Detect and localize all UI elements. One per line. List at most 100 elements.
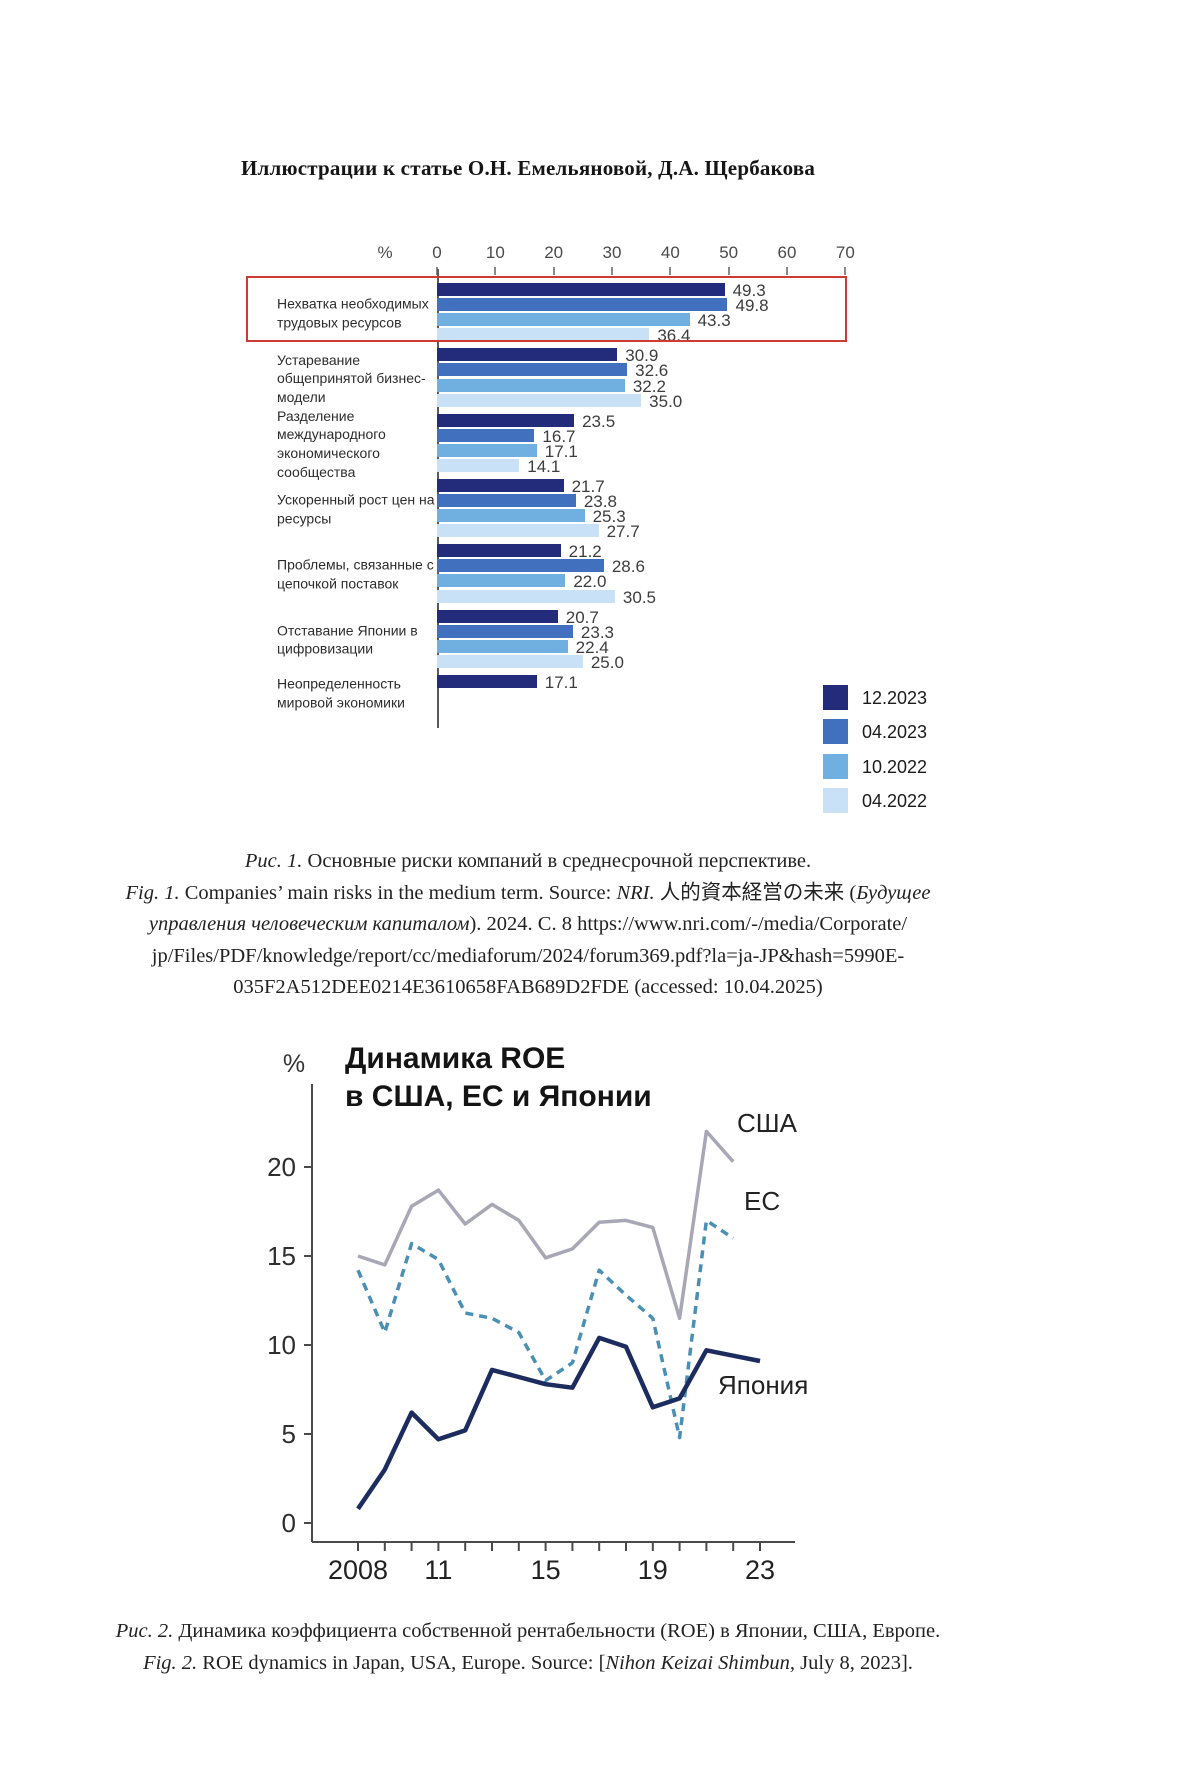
- x-axis-tick-label: 30: [602, 243, 622, 262]
- caption-segment: Fig. 2.: [143, 1651, 198, 1674]
- bar-value-label: 35.0: [649, 391, 683, 411]
- bar: [437, 458, 520, 472]
- series-line-США: [357, 1129, 735, 1321]
- bar-value-label: 23.3: [580, 622, 614, 642]
- caption-segment: ). 2024. С. 8 https://www.nri.com/-/medi…: [469, 913, 908, 936]
- bar: [437, 428, 535, 442]
- bar-value-label: 32.2: [632, 376, 666, 396]
- bar: [437, 609, 558, 623]
- y-axis-unit-label: %: [283, 1050, 305, 1078]
- legend-swatch: [823, 719, 848, 745]
- y-axis-tick-label: 5: [282, 1419, 296, 1449]
- fig2-caption: Рис. 2. Динамика коэффициента собственно…: [0, 1616, 1056, 1679]
- caption-line: Рис. 2. Динамика коэффициента собственно…: [0, 1616, 1056, 1648]
- caption-segment: July 8, 2023].: [795, 1651, 913, 1674]
- bar: [437, 494, 576, 507]
- fig1-caption: Рис. 1. Основные риски компаний в средне…: [0, 846, 1056, 1004]
- series-label: США: [737, 1108, 798, 1138]
- bar-value-label: 30.9: [625, 346, 659, 366]
- roe-line-chart: Динамика ROE в США, ЕС и Японии% 0 5 10 15 20 2…: [267, 1042, 808, 1585]
- series-label: Япония: [718, 1370, 808, 1400]
- y-axis-tick-label: 15: [267, 1241, 296, 1271]
- caption-segment: Рис. 2.: [115, 1620, 174, 1642]
- category-label: Проблемы, связанные с цепочкой поставок: [277, 556, 434, 592]
- bar: [437, 313, 690, 327]
- category-label: Неопределенность мировой экономики: [277, 675, 405, 710]
- bar-value-label: 22.0: [573, 572, 607, 592]
- caption-segment: Динамика коэффициента собственной рентаб…: [173, 1620, 941, 1642]
- series-label: ЕС: [744, 1186, 780, 1216]
- highlight-box: [246, 276, 847, 342]
- bar-value-label: 28.6: [611, 557, 645, 577]
- y-axis-tick-label: 10: [267, 1330, 296, 1360]
- bar-value-label: 17.1: [544, 672, 578, 692]
- bar: [437, 283, 725, 296]
- x-axis-tick-label: 19: [638, 1555, 668, 1585]
- x-axis-tick-label: 40: [660, 243, 680, 262]
- legend-label: 10.2022: [862, 756, 928, 777]
- caption-segment: Будущее: [856, 881, 931, 904]
- caption-line: Fig. 2. ROE dynamics in Japan, USA, Euro…: [0, 1648, 1056, 1680]
- caption-segment: jp/Files/PDF/knowledge/report/cc/mediafo…: [151, 944, 905, 967]
- bar: [437, 509, 585, 523]
- bar-value-label: 27.7: [606, 522, 640, 542]
- bar: [437, 443, 537, 457]
- x-axis-tick-label: 10: [485, 243, 505, 262]
- category-label: Разделение международного экономического…: [277, 407, 386, 480]
- caption-line: 035F2A512DEE0214E3610658FAB689D2FDE (acc…: [0, 972, 1056, 1004]
- category-label: Ускоренный рост цен на ресурсы: [277, 491, 435, 527]
- x-axis-tick-label: 50: [719, 243, 739, 262]
- x-axis-tick-label: 60: [777, 243, 797, 262]
- category-label: Нехватка необходимых трудовых ресурсов: [277, 295, 429, 331]
- legend-swatch: [823, 787, 848, 813]
- category-label: Отставание Японии в цифровизации: [277, 622, 418, 657]
- bar-value-label: 49.8: [735, 296, 769, 316]
- legend-label: 04.2023: [862, 722, 928, 743]
- bar: [437, 674, 537, 688]
- figure2-chart: Динамика ROE в США, ЕС и Японии% 0 5 10 15 20 2…: [250, 1028, 840, 1594]
- bar: [437, 478, 564, 492]
- y-axis-tick-label: 0: [282, 1508, 296, 1538]
- bar: [437, 559, 604, 573]
- x-axis-tick-mark: [844, 267, 847, 275]
- category-label: Устаревание общепринятой бизнес-модели: [277, 351, 426, 405]
- caption-segment: 人的資本経営の未来 (: [654, 881, 857, 904]
- caption-segment: 035F2A512DEE0214E3610658FAB689D2FDE (acc…: [233, 976, 823, 999]
- x-axis-unit-label: %: [377, 243, 393, 262]
- x-axis-tick-label: 20: [544, 243, 564, 262]
- bar-value-label: 16.7: [542, 426, 576, 446]
- caption-segment: Fig. 1.: [125, 881, 180, 904]
- bar-value-label: 32.6: [635, 361, 669, 381]
- series-line-ЕС: [356, 1218, 735, 1440]
- x-axis-tick-mark: [552, 267, 555, 275]
- bar: [437, 639, 568, 653]
- bar-value-label: 21.2: [568, 542, 602, 562]
- bar-value-label: 14.1: [527, 456, 561, 476]
- bar-value-label: 49.3: [732, 281, 766, 300]
- bar-value-label: 25.3: [592, 507, 626, 527]
- x-axis-tick-mark: [610, 267, 613, 275]
- x-axis-tick-mark: [727, 267, 730, 275]
- bar: [437, 328, 650, 342]
- page-title: Иллюстрации к статье О.Н. Емельяновой, Д…: [240, 156, 816, 180]
- x-axis-tick-label: 11: [424, 1555, 452, 1585]
- bar: [437, 298, 728, 312]
- bar: [437, 363, 628, 377]
- caption-line: Fig. 1. Companies’ main risks in the med…: [0, 878, 1056, 910]
- bar: [437, 589, 615, 603]
- series-line-Япония: [356, 1335, 761, 1511]
- bar: [437, 574, 566, 588]
- x-axis-tick-mark: [785, 267, 788, 275]
- bar-value-label: 20.7: [565, 607, 599, 627]
- bar: [437, 654, 583, 668]
- caption-line: Рис. 1. Основные риски компаний в средне…: [0, 846, 1056, 878]
- x-axis-tick-label: 2008: [328, 1555, 388, 1585]
- bar: [437, 393, 642, 407]
- x-axis-tick-label: 70: [835, 243, 855, 262]
- caption-segment: ROE dynamics in Japan, USA, Europe. Sour…: [197, 1651, 606, 1674]
- bar-value-label: 22.4: [575, 637, 609, 657]
- x-axis-tick-mark: [494, 267, 497, 275]
- bar: [437, 348, 618, 362]
- caption-segment: NRI.: [616, 881, 655, 904]
- legend-label: 12.2023: [862, 688, 928, 708]
